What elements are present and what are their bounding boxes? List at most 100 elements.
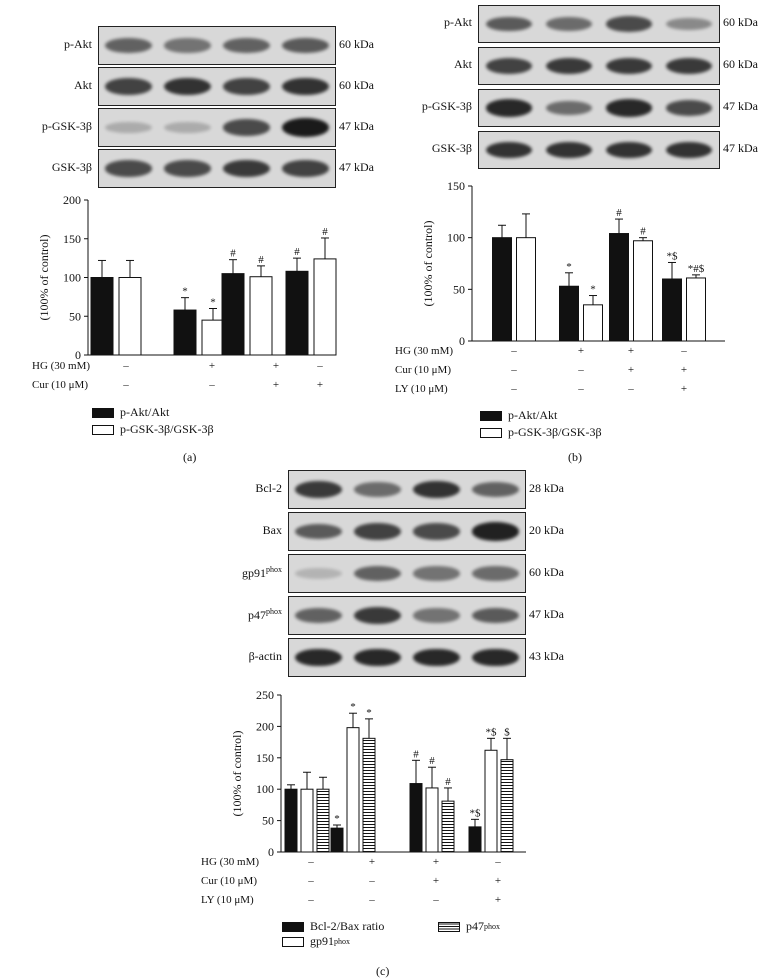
y-tick-label: 150 (447, 179, 465, 193)
y-tick-label: 50 (262, 814, 274, 828)
blot-band (295, 523, 342, 540)
treatment-label: Cur (10 μM) (395, 364, 452, 376)
blot-label: gp91phox (242, 564, 282, 580)
blot-band (223, 78, 270, 95)
blot-strip (478, 47, 720, 85)
significance-mark: * (566, 261, 572, 273)
treatment-sign: + (627, 364, 635, 376)
y-tick-label: 100 (447, 231, 465, 245)
legend-item-gp91: gp91 phox (282, 934, 350, 949)
blot-label: GSK-3β (51, 159, 92, 174)
bar (330, 827, 344, 853)
blot-row: p-GSK-3β 47 kDa (385, 89, 766, 127)
treatment-sign: – (433, 894, 439, 906)
significance-mark: * (182, 286, 188, 298)
blot-band (605, 57, 653, 75)
treatment-sign: – (578, 364, 584, 376)
treatment-sign: – (308, 856, 314, 868)
blot-label: Akt (74, 77, 92, 92)
blot-band (413, 608, 460, 623)
bar (221, 273, 245, 356)
blot-row: p47phox 47 kDa (0, 596, 766, 635)
treatment-sign: + (208, 360, 216, 372)
bar (609, 233, 629, 342)
bar (492, 237, 512, 342)
treatment-sign: – (578, 383, 584, 395)
blot-kda: 60 kDa (529, 564, 564, 579)
significance-mark: # (258, 254, 264, 266)
significance-mark: # (230, 248, 236, 260)
blot-row: Akt 60 kDa (0, 67, 385, 106)
blot-band (485, 16, 533, 32)
legend-item-p-akt: p-Akt/Akt (92, 405, 169, 420)
y-tick-label: 200 (256, 719, 274, 733)
significance-mark: # (445, 776, 451, 788)
legend-sup: phox (334, 937, 350, 946)
y-tick-label: 100 (63, 271, 81, 285)
y-tick-label: 0 (268, 845, 274, 859)
legend-sup: phox (484, 922, 500, 931)
legend-swatch-black (480, 410, 502, 421)
significance-mark: $ (504, 726, 510, 738)
y-tick-label: 50 (453, 282, 465, 296)
treatment-label: LY (10 μM) (201, 894, 254, 906)
panel-b: p-Akt 60 kDa Akt 60 kDa p-GSK-3β 47 kDa GSK-3β… (385, 0, 766, 470)
blot-label: p47phox (248, 606, 282, 622)
legend-item-p-gsk: p-GSK-3β/GSK-3β (92, 422, 214, 437)
panel-c: Bcl-2 28 kDa Bax 20 kDa gp91phox 60 kDa p47pho… (0, 470, 766, 980)
significance-mark: # (294, 246, 300, 258)
treatment-sign: + (627, 345, 635, 357)
treatment-sign: – (308, 875, 314, 887)
blot-label: p-Akt (64, 36, 92, 51)
bar (201, 319, 225, 356)
legend-swatch-white (480, 427, 502, 438)
blot-band (105, 121, 152, 134)
y-tick-label: 0 (75, 348, 81, 362)
legend-swatch-white (92, 424, 114, 435)
blot-strip (98, 108, 336, 147)
bar (284, 788, 298, 853)
legend-label: Bcl-2/Bax ratio (310, 919, 385, 933)
significance-mark: # (429, 755, 435, 767)
significance-mark: *$ (470, 807, 482, 819)
blot-strip (478, 89, 720, 127)
blot-band (485, 141, 533, 159)
blot-band (472, 522, 519, 541)
blot-band (164, 121, 211, 134)
legend-item-bcl2-bax: Bcl-2/Bax ratio (282, 919, 384, 934)
blot-band (665, 57, 713, 75)
treatment-sign: + (272, 379, 280, 391)
bar (316, 788, 330, 853)
bar-chart-a: 0 50 100 150 200 (100% of control) * * # # # # (37, 193, 337, 362)
bar (409, 783, 423, 853)
blot-band (665, 17, 713, 31)
blot-kda: 28 kDa (529, 480, 564, 495)
blot-strip (98, 149, 336, 188)
treatment-sign: – (681, 345, 687, 357)
blot-row: GSK-3β 47 kDa (0, 149, 385, 188)
legend-item-p-gsk: p-GSK-3β/GSK-3β (480, 425, 602, 440)
blot-kda: 43 kDa (529, 648, 564, 663)
blot-kda: 60 kDa (339, 36, 374, 51)
bar (362, 737, 376, 853)
blot-band (545, 57, 593, 75)
blot-label: p-GSK-3β (421, 99, 472, 113)
blot-band (295, 568, 342, 579)
y-tick-label: 200 (63, 193, 81, 207)
significance-mark: * (334, 813, 340, 825)
significance-mark: *#$ (688, 263, 705, 275)
blot-band (413, 648, 460, 667)
treatment-label: Cur (10 μM) (201, 875, 258, 887)
blot-strip (98, 67, 336, 106)
treatment-sign: + (368, 856, 376, 868)
legend-swatch-hatch (438, 921, 460, 932)
legend-item-p-akt: p-Akt/Akt (480, 408, 557, 423)
y-axis-label: (100% of control) (37, 235, 51, 321)
treatment-sign: – (511, 364, 517, 376)
treatment-label: HG (30 mM) (201, 856, 260, 868)
blot-strip (98, 26, 336, 65)
blot-label: p-GSK-3β (41, 118, 92, 133)
panel-a: p-Akt 60 kDa Akt 60 kDa p-GSK-3β 47 kDa GSK-3β… (0, 0, 385, 470)
bar (468, 826, 482, 853)
blot-band (354, 607, 401, 624)
